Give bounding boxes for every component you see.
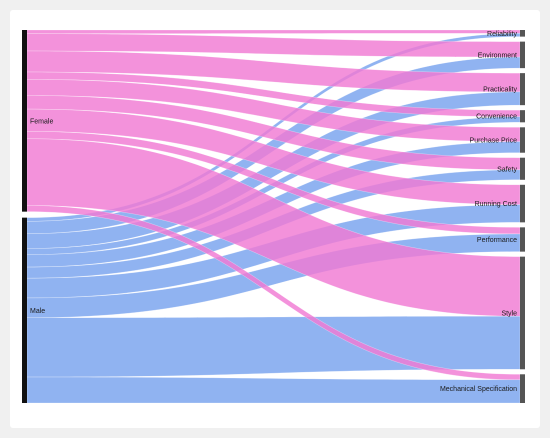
node-label-style: Style <box>501 310 517 317</box>
node-label-convenience: Convenience <box>476 114 517 121</box>
node-label-reliability: Reliability <box>487 31 517 38</box>
node-style <box>520 256 525 370</box>
node-safety <box>520 157 525 180</box>
chart-card: Female Male Reliability Environment Practica… <box>10 10 540 428</box>
sankey-diagram: Female Male Reliability Environment Practica… <box>22 29 525 404</box>
link-male-style <box>26 316 521 378</box>
node-male <box>22 217 27 403</box>
node-reliability <box>520 30 525 37</box>
node-practicality <box>520 73 525 106</box>
node-label-female: Female <box>30 118 53 125</box>
node-label-purchase_price: Purchase Price <box>470 138 518 145</box>
node-female <box>22 30 27 212</box>
node-label-male: Male <box>30 308 45 315</box>
node-label-safety: Safety <box>497 166 517 173</box>
node-convenience <box>520 110 525 123</box>
node-label-practicality: Practicality <box>483 87 517 94</box>
node-environment <box>520 41 525 69</box>
node-purchase_price <box>520 127 525 153</box>
node-label-running_cost: Running Cost <box>475 201 517 208</box>
node-label-environment: Environment <box>478 52 517 59</box>
node-running_cost <box>520 184 525 223</box>
node-mechanical_specification <box>520 374 525 403</box>
flow-links <box>26 29 521 404</box>
node-label-mechanical_specification: Mechanical Specification <box>440 386 517 393</box>
node-performance <box>520 227 525 252</box>
link-female-reliability <box>26 29 521 34</box>
node-label-performance: Performance <box>477 237 517 244</box>
